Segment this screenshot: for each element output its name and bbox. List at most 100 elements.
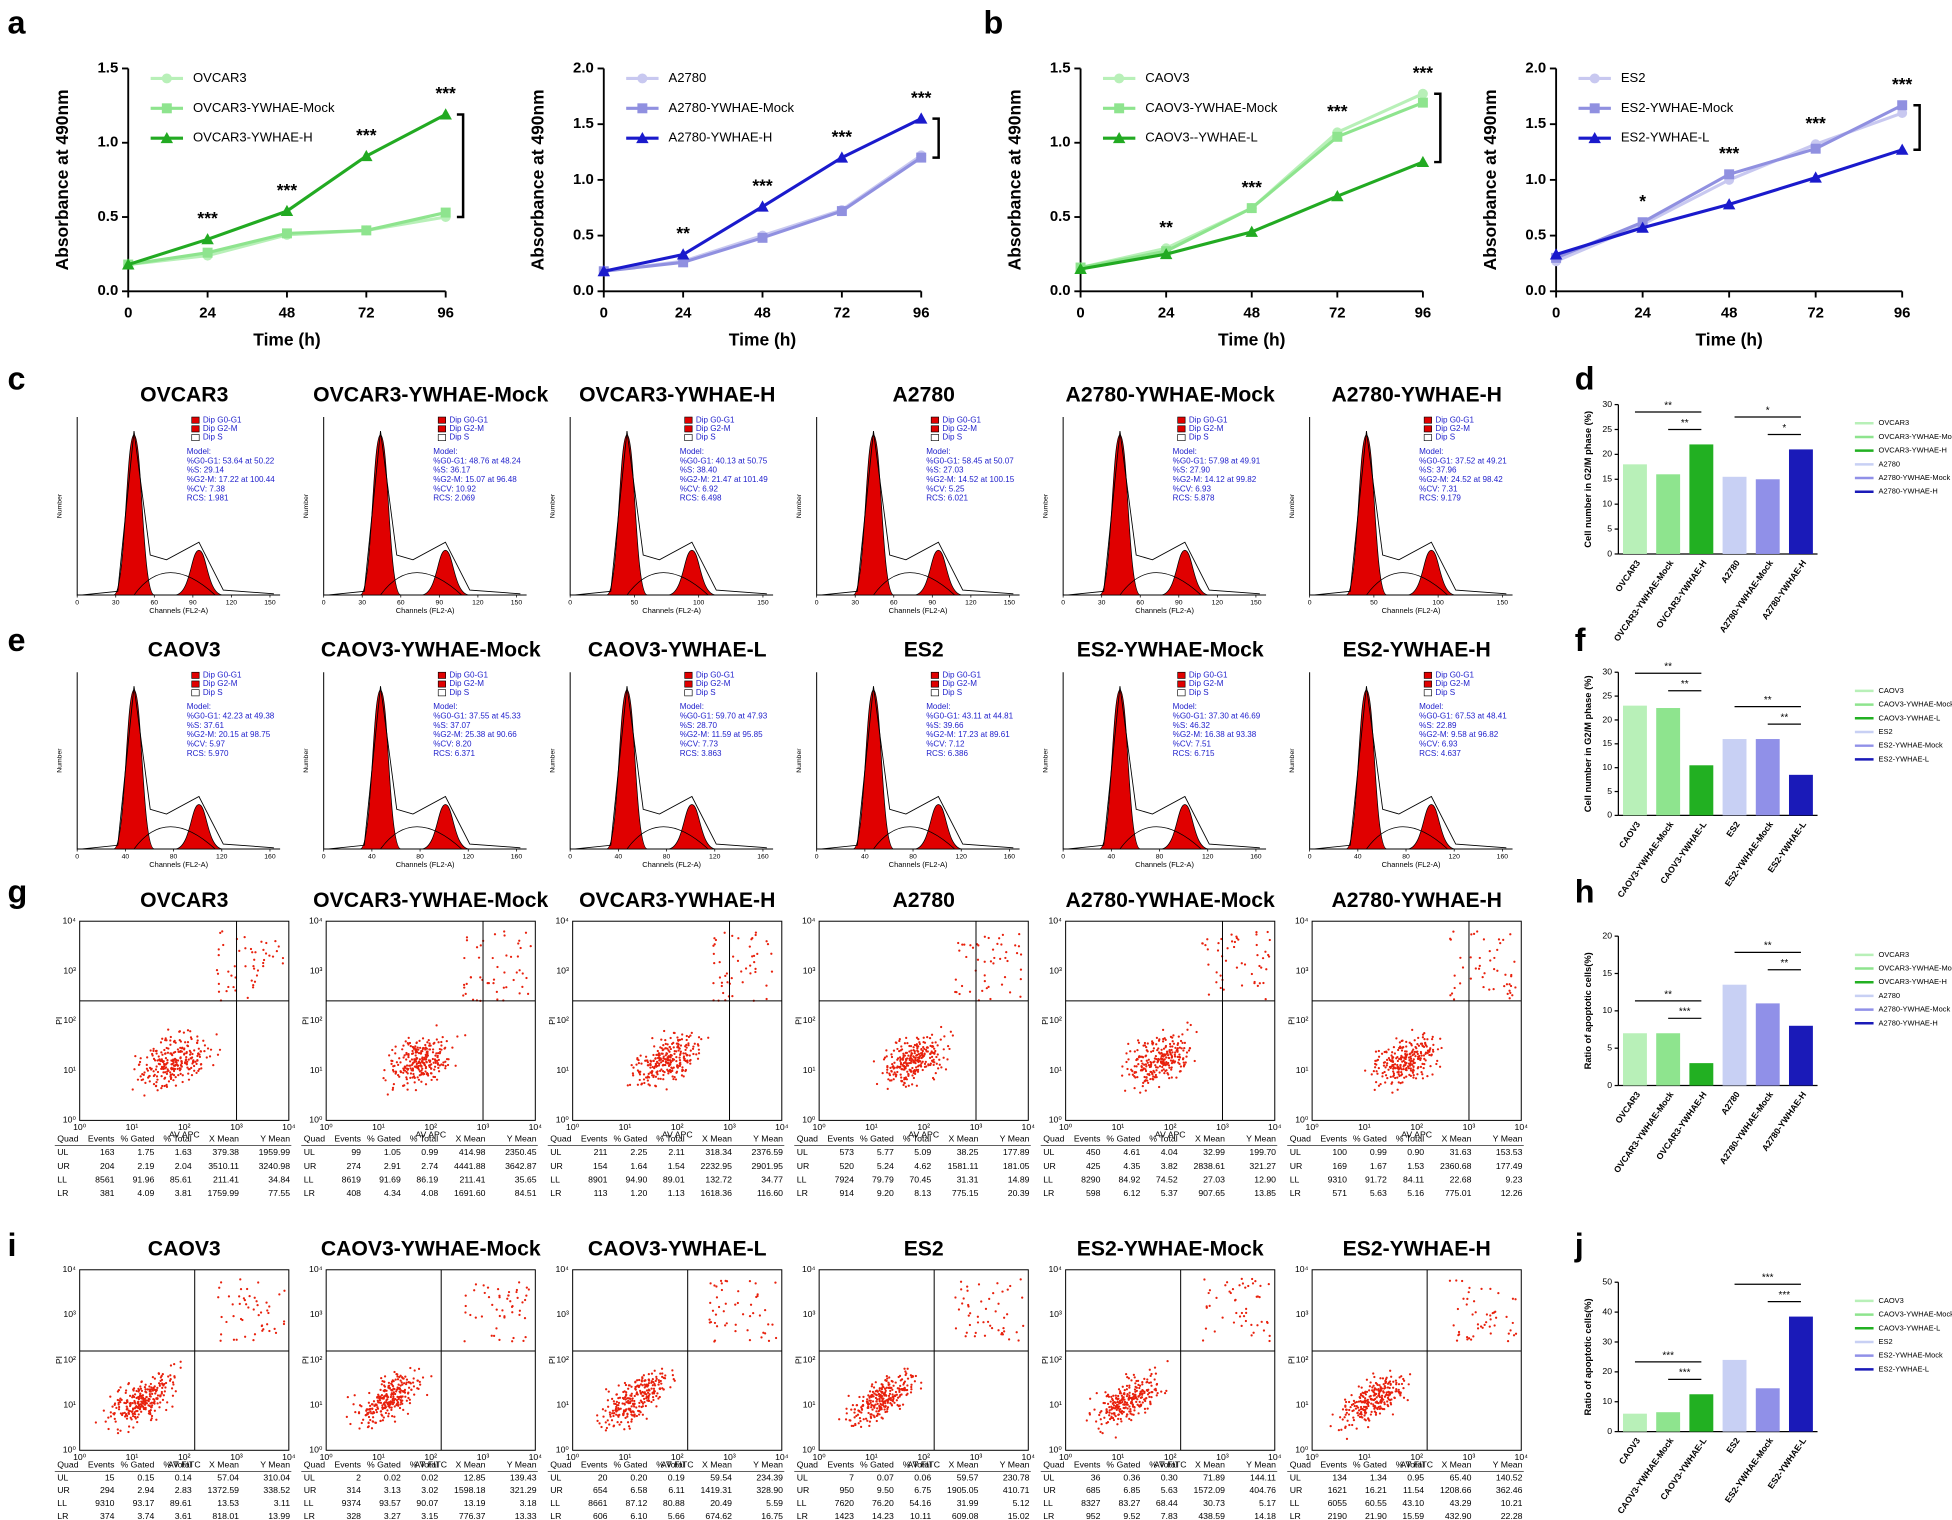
event-dot [1100, 1409, 1103, 1413]
event-dot [128, 1402, 131, 1405]
event-dot [433, 1068, 436, 1071]
event-dot [671, 1075, 674, 1078]
legend-label: CAOV3-YWHAE-L [1879, 713, 1941, 722]
event-dot [1161, 1028, 1165, 1032]
event-dot [1228, 1290, 1231, 1293]
legend-label: OVCAR3 [193, 70, 247, 85]
event-dot [405, 1058, 408, 1061]
event-dot [915, 1043, 918, 1046]
x-tick-label: 120 [472, 599, 484, 606]
event-dot [1385, 1064, 1388, 1067]
significance: ** [1681, 679, 1689, 690]
x-tick-label: 90 [436, 599, 444, 606]
event-dot [1189, 1023, 1192, 1027]
event-dot [256, 969, 260, 972]
table-cell: UR [1043, 1161, 1056, 1171]
event-dot [435, 1078, 439, 1081]
event-dot [521, 985, 524, 988]
event-dot [165, 1062, 168, 1065]
event-dot [638, 1378, 641, 1382]
event-dot [754, 967, 757, 971]
event-dot [383, 1375, 387, 1378]
event-dot [1412, 1076, 1415, 1079]
event-dot [1165, 1389, 1168, 1393]
event-dot [186, 1060, 189, 1063]
event-dot [203, 1050, 206, 1053]
event-dot [1149, 1401, 1152, 1405]
table-header: % Gated [1106, 1133, 1140, 1143]
event-dot [896, 1065, 899, 1068]
event-dot [1384, 1081, 1387, 1084]
table-cell: 0.02 [384, 1472, 401, 1482]
event-dot [1195, 1030, 1198, 1034]
event-dot [648, 1393, 651, 1396]
event-dot [1405, 1040, 1408, 1043]
event-dot [1146, 1378, 1149, 1381]
x-tick-label: 10¹ [865, 1122, 878, 1132]
event-dot [1205, 1305, 1208, 1308]
hist-envelope [820, 686, 1014, 850]
event-dot [146, 1388, 149, 1391]
event-dot [114, 1420, 117, 1423]
event-dot [892, 1073, 895, 1076]
event-dot [150, 1405, 153, 1409]
table-cell: 34.84 [268, 1174, 290, 1184]
event-dot [1017, 945, 1021, 948]
event-dot [1176, 1055, 1179, 1059]
hist-envelope [80, 686, 274, 850]
event-dot [630, 1392, 633, 1395]
event-dot [177, 1050, 180, 1053]
event-dot [893, 1071, 896, 1074]
table-header: % Total [656, 1133, 684, 1143]
event-dot [518, 939, 521, 942]
event-dot [1114, 1415, 1117, 1418]
event-dot [415, 1056, 418, 1060]
event-dot [913, 1050, 916, 1053]
legend-label: Dip S [449, 688, 469, 697]
event-dot [1186, 1028, 1189, 1031]
event-dot [442, 1064, 445, 1067]
model-text: Model: [187, 447, 211, 456]
event-dot [910, 1049, 913, 1052]
event-dot [1395, 1388, 1398, 1391]
event-dot [868, 1399, 871, 1402]
event-dot [262, 958, 266, 962]
event-dot [1478, 964, 1481, 968]
table-cell: 3.02 [421, 1485, 438, 1495]
event-dot [377, 1393, 380, 1396]
table-cell: UL [304, 1472, 315, 1482]
event-dot [1153, 1366, 1157, 1369]
event-dot [413, 1076, 416, 1079]
event-dot [360, 1421, 363, 1425]
table-cell: 16.75 [761, 1511, 783, 1520]
legend-label: Dip G2-M [1435, 679, 1470, 688]
event-dot [671, 1067, 674, 1070]
event-dot [609, 1413, 612, 1416]
event-dot [654, 1062, 657, 1065]
event-dot [1139, 1396, 1143, 1399]
event-dot [394, 1071, 398, 1074]
event-dot [723, 931, 726, 934]
event-dot [1244, 1319, 1248, 1323]
event-dot [623, 1396, 627, 1399]
legend-swatch [930, 434, 939, 441]
model-text: RCS: 6.715 [1173, 749, 1215, 758]
event-dot [379, 1419, 382, 1423]
event-dot [987, 936, 990, 940]
event-dot [479, 944, 482, 947]
event-dot [910, 1060, 913, 1063]
event-dot [140, 1389, 144, 1393]
event-dot [1404, 1064, 1407, 1067]
x-tick-label: 24 [1158, 305, 1175, 322]
table-cell: UL [797, 1147, 808, 1157]
legend-label: Dip S [1435, 433, 1455, 442]
legend-label: CAOV3-YWHAE-Mock [1879, 700, 1952, 709]
y-tick-label: 10⁰ [556, 1115, 570, 1125]
event-dot [881, 1385, 884, 1388]
event-dot [382, 1416, 385, 1419]
event-dot [150, 1414, 154, 1418]
x-tick-label: 10⁴ [1022, 1122, 1036, 1132]
event-dot [243, 936, 246, 939]
table-cell: 318.34 [705, 1147, 732, 1157]
model-text: %CV: 6.93 [1419, 740, 1458, 749]
